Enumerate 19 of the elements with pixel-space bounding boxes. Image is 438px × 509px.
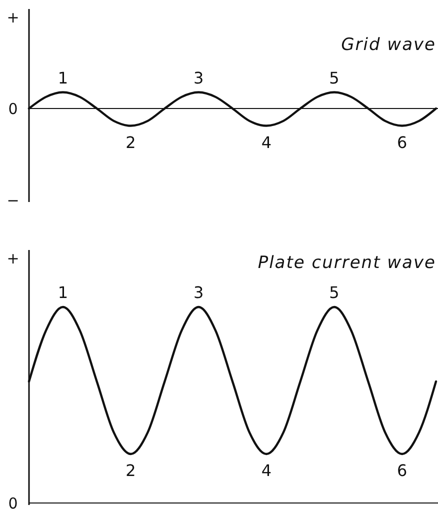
chart-title: Grid wave <box>341 35 436 55</box>
text: 1 <box>58 68 68 88</box>
text: 1 <box>58 283 68 302</box>
annotation: 6 <box>396 461 408 480</box>
text: 6 <box>396 132 408 152</box>
text: 0 <box>8 494 18 509</box>
text: + <box>6 8 20 26</box>
annotation: 2 <box>126 461 136 480</box>
text: 3 <box>193 283 204 302</box>
chart-title: Plate current wave <box>258 253 436 273</box>
text: 4 <box>261 132 272 152</box>
text: 3 <box>193 68 204 88</box>
text: − <box>6 191 20 210</box>
text: + <box>6 249 20 268</box>
text: 2 <box>126 132 136 152</box>
text: 5 <box>329 68 340 88</box>
annotation: 4 <box>261 461 272 480</box>
text: 0 <box>8 100 18 118</box>
text: 5 <box>329 283 340 302</box>
